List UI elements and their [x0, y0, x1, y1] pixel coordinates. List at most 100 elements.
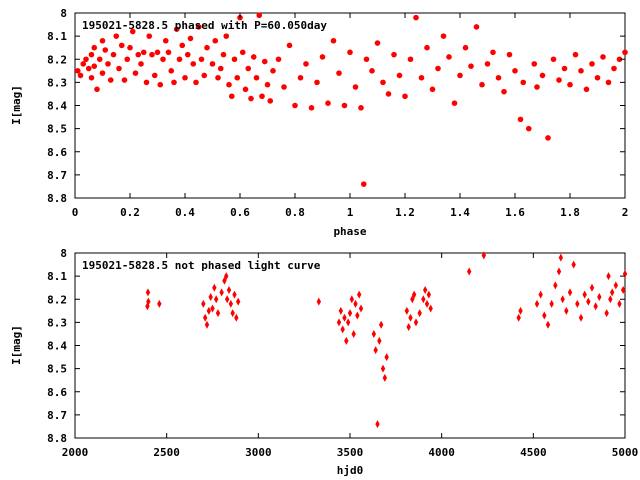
- data-point: [495, 74, 502, 81]
- data-point: [597, 292, 602, 301]
- data-point: [234, 313, 239, 322]
- data-point: [512, 68, 518, 74]
- y-tick-label: 8.8: [47, 432, 67, 445]
- y-tick-label: 8.5: [47, 363, 67, 376]
- data-point: [202, 313, 208, 322]
- x-tick-label: 3500: [337, 446, 364, 459]
- y-tick-label: 8.4: [47, 100, 67, 113]
- data-point: [593, 302, 598, 311]
- data-point: [380, 79, 386, 86]
- x-axis-label: hjd0: [337, 464, 364, 477]
- data-point: [534, 84, 540, 90]
- data-point: [396, 72, 403, 79]
- data-point: [380, 364, 386, 373]
- data-point: [345, 318, 351, 327]
- data-point: [146, 33, 153, 39]
- data-point: [140, 49, 147, 56]
- y-tick-label: 8.7: [47, 169, 67, 182]
- data-point: [418, 74, 425, 81]
- data-point: [270, 68, 276, 74]
- data-point: [501, 88, 507, 95]
- data-point: [583, 86, 590, 93]
- data-point: [219, 288, 224, 297]
- data-point: [239, 49, 246, 56]
- data-point: [224, 272, 229, 281]
- data-point: [542, 311, 547, 320]
- data-point: [575, 299, 580, 308]
- data-point: [371, 329, 377, 338]
- y-tick-label: 8.6: [47, 146, 67, 159]
- data-point: [208, 292, 213, 301]
- data-point: [165, 49, 172, 56]
- data-point: [424, 299, 430, 308]
- x-tick-label: 0.2: [120, 206, 140, 219]
- data-point: [382, 373, 388, 382]
- data-point: [223, 33, 230, 39]
- data-point: [96, 56, 103, 63]
- data-point: [228, 299, 234, 308]
- data-point: [157, 81, 164, 88]
- data-point: [113, 33, 120, 39]
- x-tick-label: 5000: [612, 446, 639, 459]
- data-point: [314, 79, 320, 86]
- y-tick-label: 8: [60, 7, 67, 20]
- data-point: [201, 299, 206, 308]
- data-point: [160, 56, 166, 63]
- data-point: [85, 65, 92, 72]
- data-point: [369, 68, 375, 74]
- data-point: [352, 84, 359, 90]
- data-point: [88, 51, 95, 58]
- data-point: [168, 68, 175, 74]
- data-point: [384, 353, 389, 362]
- y-tick-label: 8.1: [47, 270, 67, 283]
- data-point: [77, 72, 84, 79]
- y-tick-label: 8.3: [47, 316, 67, 329]
- data-point: [549, 299, 554, 308]
- data-point: [539, 72, 546, 79]
- data-point: [330, 37, 337, 44]
- data-point: [468, 63, 474, 69]
- y-tick-label: 8.6: [47, 386, 67, 399]
- phased-light-curve-panel: 0 0.2 0.4 0.6 0.8 1 1.2 1.4 1.6 1.8 2 8 8.1 8.2 8.3 8.…: [10, 7, 628, 238]
- data-point: [209, 61, 216, 67]
- data-point: [413, 14, 419, 21]
- plot-frame: [74, 12, 626, 199]
- data-point: [74, 68, 81, 74]
- data-point: [206, 306, 212, 315]
- x-tick-label: 4500: [520, 446, 547, 459]
- x-tick-label: 4000: [428, 446, 455, 459]
- data-point: [264, 81, 271, 88]
- data-point: [355, 311, 360, 320]
- data-point: [608, 295, 613, 304]
- y-axis-ticks: 8 8.1 8.2 8.3 8.4 8.5 8.6 8.7 8.8: [47, 7, 625, 205]
- data-point: [235, 297, 241, 306]
- data-point: [193, 79, 199, 86]
- data-point: [212, 37, 219, 44]
- data-point: [616, 56, 623, 63]
- data-point: [479, 81, 485, 88]
- data-point: [232, 290, 237, 299]
- data-point: [292, 102, 298, 109]
- y-tick-label: 8.3: [47, 76, 67, 89]
- x-axis-ticks: 2000 2500 3000 3500 4000 4500 5000: [62, 253, 639, 459]
- data-point: [110, 51, 117, 58]
- data-point: [176, 56, 183, 63]
- data-point: [127, 44, 133, 51]
- data-point: [226, 286, 232, 294]
- chart-title: 195021-5828.5 not phased light curve: [82, 259, 321, 272]
- data-point: [582, 290, 587, 299]
- data-point: [286, 42, 293, 49]
- data-point: [182, 74, 188, 81]
- data-point: [129, 28, 136, 35]
- data-point: [338, 306, 344, 315]
- data-point: [363, 56, 370, 63]
- y-axis-label: I[mag]: [10, 85, 23, 125]
- data-point: [426, 290, 432, 299]
- data-point: [534, 299, 540, 308]
- data-point: [281, 84, 287, 90]
- x-tick-label: 1.8: [560, 206, 580, 219]
- data-point: [187, 35, 194, 42]
- unphased-light-curve-panel: 2000 2500 3000 3500 4000 4500 5000 88.18.28.38…: [10, 247, 638, 477]
- data-point: [620, 286, 626, 294]
- data-point: [446, 54, 452, 60]
